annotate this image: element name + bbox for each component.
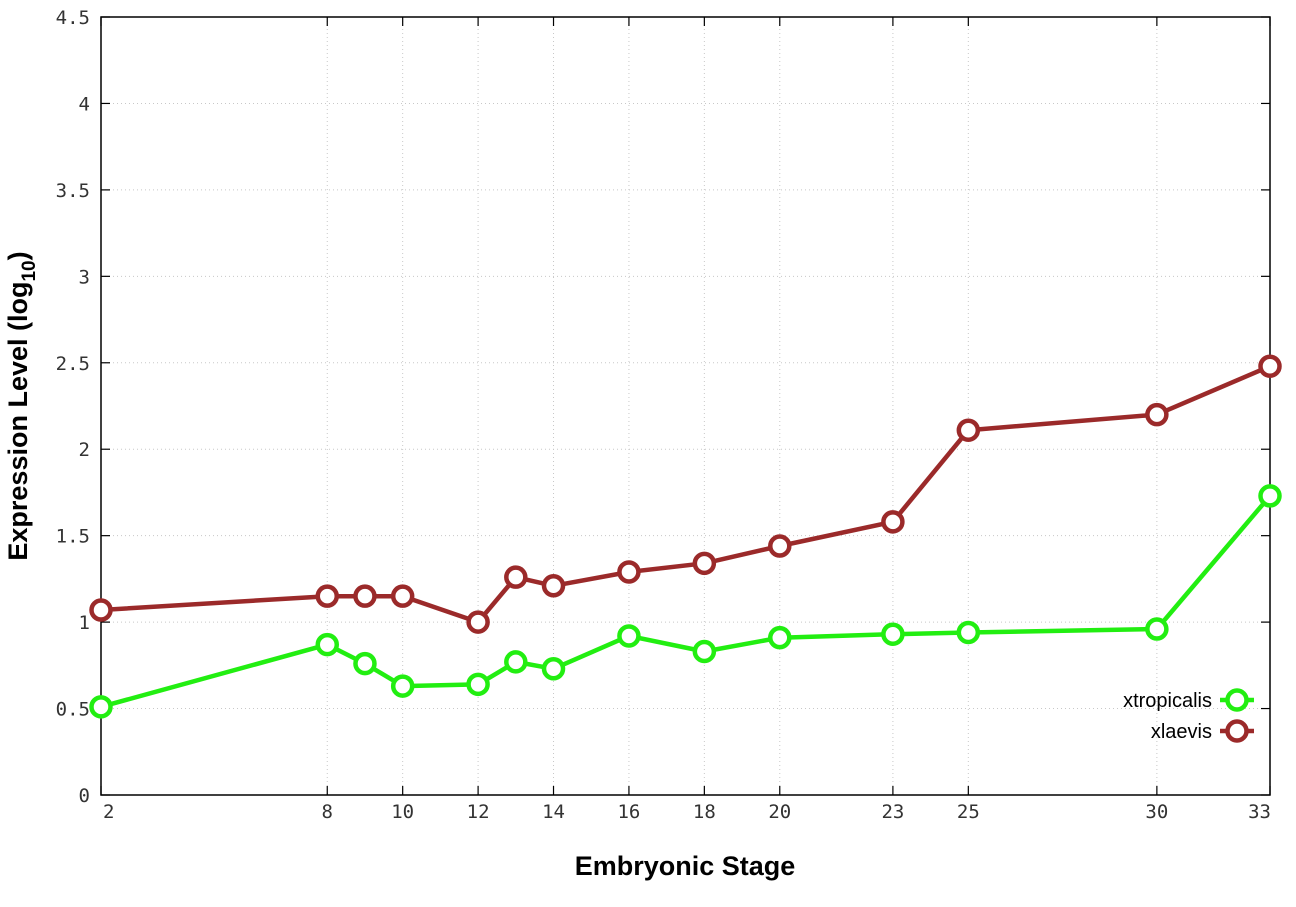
- data-point: [1145, 402, 1169, 427]
- data-point: [956, 418, 981, 442]
- x-tick-label: 18: [693, 801, 716, 823]
- y-tick-label: 1.5: [56, 526, 90, 548]
- x-tick-label: 2: [103, 801, 114, 823]
- x-tick-label: 30: [1145, 801, 1168, 823]
- legend-item: xlaevis: [1151, 719, 1254, 743]
- data-point: [1258, 354, 1282, 378]
- legend: xtropicalis xlaevis: [1123, 688, 1254, 743]
- data-point: [541, 657, 566, 681]
- tick-labels: 0 0.5 1 1.5 2 2.5 3 3.5 4 4.5 2 8 10 12 14 16 18 20 23 25 30…: [56, 7, 1271, 823]
- data-point: [353, 651, 377, 676]
- grid-lines: [101, 17, 1270, 795]
- y-tick-label: 3.5: [56, 180, 90, 202]
- data-point: [315, 584, 340, 608]
- x-tick-label: 23: [881, 801, 904, 823]
- legend-item: xtropicalis: [1123, 688, 1254, 712]
- data-point: [466, 610, 490, 634]
- y-axis-title-subscript: 10: [19, 260, 40, 281]
- data-point: [768, 625, 792, 650]
- y-tick-label: 2.5: [56, 353, 90, 375]
- data-point: [617, 560, 641, 584]
- data-point: [390, 674, 415, 698]
- data-point: [692, 551, 717, 576]
- x-tick-label: 10: [391, 801, 414, 823]
- y-axis-title-main: Expression Level (log: [3, 282, 33, 561]
- data-point: [881, 510, 905, 534]
- y-tick-label: 0: [79, 785, 90, 807]
- x-tick-label: 16: [617, 801, 640, 823]
- series-line: [100, 364, 1271, 625]
- data-series: [89, 354, 1282, 719]
- y-tick-label: 0.5: [56, 699, 90, 721]
- series-xlaevis: [89, 354, 1282, 634]
- plot-frame: [100, 16, 1271, 796]
- legend-label: xlaevis: [1151, 721, 1212, 743]
- y-tick-label: 4.5: [56, 7, 90, 29]
- data-point: [466, 672, 490, 697]
- data-point: [89, 598, 113, 622]
- data-point: [504, 565, 528, 589]
- x-tick-label: 33: [1248, 801, 1271, 823]
- y-tick-label: 2: [79, 439, 90, 461]
- x-tick-label: 8: [322, 801, 333, 823]
- axis-ticks: [100, 16, 1271, 796]
- data-point: [315, 632, 340, 657]
- data-point: [881, 622, 905, 646]
- data-point: [768, 534, 792, 558]
- data-point: [692, 639, 717, 664]
- series-xtropicalis: [89, 484, 1282, 719]
- data-point: [390, 584, 415, 608]
- x-axis-title: Embryonic Stage: [575, 851, 796, 881]
- x-tick-label: 25: [957, 801, 980, 823]
- y-axis-title-close: ): [3, 251, 33, 260]
- data-point: [353, 584, 377, 608]
- data-point: [504, 650, 528, 674]
- data-point: [617, 624, 641, 648]
- legend-swatch-marker: [1225, 719, 1249, 743]
- data-point: [1145, 617, 1169, 641]
- data-point: [956, 620, 981, 645]
- x-tick-label: 20: [768, 801, 791, 823]
- data-point: [1258, 484, 1282, 508]
- x-tick-label: 14: [542, 801, 565, 823]
- legend-label: xtropicalis: [1123, 690, 1212, 712]
- y-tick-label: 3: [79, 266, 90, 288]
- data-point: [541, 574, 566, 598]
- y-axis-title: Expression Level (log10): [3, 251, 40, 560]
- y-tick-label: 4: [79, 93, 90, 115]
- y-tick-label: 1: [79, 612, 90, 634]
- x-tick-label: 12: [467, 801, 490, 823]
- data-point: [89, 695, 113, 719]
- legend-swatch-marker: [1225, 688, 1249, 712]
